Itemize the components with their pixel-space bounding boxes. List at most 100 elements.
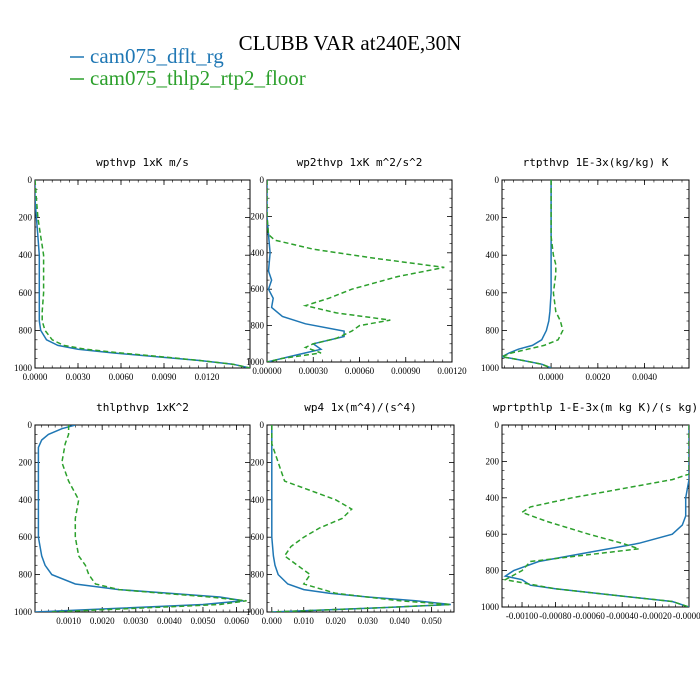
plot-frame [34,179,251,369]
plot-frame [501,179,690,369]
y-tick-label: 600 [486,529,500,539]
y-tick-label: 600 [19,288,33,298]
x-tick-label: 0.020 [326,616,347,626]
x-tick-label: -0.00020 [639,611,672,621]
panel-title: wp2thvp 1xK m^2/s^2 [297,156,423,169]
x-tick-label: 0.0040 [157,616,182,626]
panel-title: rtpthvp 1E-3x(kg/kg) K [523,156,669,169]
y-tick-label: 1000 [14,607,33,617]
plot-frame [501,424,690,608]
x-tick-label: 0.050 [421,616,442,626]
x-tick-label: 0.00000 [252,366,282,376]
series-line-dflt-rg [502,180,552,368]
chart-panel: wprtpthlp 1-E-3x(m kg K)/(s kg) 0 200 400 60… [481,401,700,621]
x-tick-label: 0.0050 [191,616,216,626]
x-tick-label: -0.00040 [606,611,639,621]
legend-label: cam075_dflt_rg [90,44,224,68]
y-tick-label: 400 [486,250,500,260]
x-tick-label: 0.0060 [224,616,249,626]
series-line-thlp2-rtp2-floor [267,180,445,362]
x-tick-label: 0.0030 [66,372,91,382]
y-tick-label: 200 [486,456,500,466]
legend-entry: cam075_dflt_rg [70,44,224,68]
y-tick-label: 1000 [246,357,265,367]
x-tick-label: 0.0030 [123,616,148,626]
series-line-thlp2-rtp2-floor [51,425,247,612]
x-tick-label: -0.00080 [539,611,572,621]
y-tick-label: 0 [260,175,265,185]
x-tick-label: 0.0010 [56,616,81,626]
series-line-thlp2-rtp2-floor [502,180,564,368]
y-tick-label: 400 [19,495,33,505]
x-tick-label: 0.030 [358,616,379,626]
series-line-thlp2-rtp2-floor [503,425,689,607]
y-tick-label: 400 [19,250,33,260]
y-tick-label: 1000 [246,607,265,617]
y-tick-label: 800 [251,321,265,331]
y-tick-label: 600 [19,532,33,542]
x-tick-label: 0.040 [390,616,411,626]
x-tick-label: 0.00090 [391,366,421,376]
x-tick-label: -0.00000 [673,611,700,621]
chart-panel: rtpthvp 1E-3x(kg/kg) K 0 200 400 600 800 1000 0… [481,156,690,382]
y-tick-label: 400 [251,495,265,505]
x-tick-label: 0.010 [294,616,315,626]
y-tick-label: 800 [19,325,33,335]
x-tick-label: 0.000 [262,616,283,626]
y-tick-label: 800 [251,570,265,580]
panel-title: thlpthvp 1xK^2 [96,401,189,414]
y-tick-label: 200 [19,457,33,467]
series-line-dflt-rg [35,180,250,368]
x-tick-label: 0.0020 [90,616,115,626]
plot-frame [34,424,251,613]
plot-frame [266,179,453,363]
x-tick-label: -0.00100 [506,611,539,621]
x-tick-label: 0.0040 [632,372,657,382]
x-tick-label: 0.00120 [437,366,467,376]
y-tick-label: 600 [251,284,265,294]
legend-label: cam075_thlp2_rtp2_floor [90,66,306,90]
x-tick-label: 0.0020 [585,372,610,382]
series-line-dflt-rg [267,180,345,362]
panel-title: wpthvp 1xK m/s [96,156,189,169]
series-line-dflt-rg [503,425,689,607]
y-tick-label: 800 [486,566,500,576]
y-tick-label: 0 [495,175,500,185]
x-tick-label: 0.0060 [109,372,134,382]
series-line-thlp2-rtp2-floor [271,425,451,612]
chart-panel: wp2thvp 1xK m^2/s^2020040060080010000.00… [246,156,467,376]
chart-panel: thlpthvp 1xK^2 0 200 400 600 800 1000 0.0010 0.0… [14,401,251,626]
y-tick-label: 600 [251,532,265,542]
y-tick-label: 800 [486,325,500,335]
series-line-dflt-rg [271,425,451,612]
x-tick-label: 0.0120 [195,372,220,382]
y-tick-label: 0 [495,420,500,430]
x-tick-label: 0.0090 [152,372,177,382]
y-tick-label: 0 [28,175,33,185]
y-tick-label: 0 [28,420,33,430]
figure-title: CLUBB VAR at240E,30N [239,31,462,55]
y-tick-label: 600 [486,288,500,298]
y-tick-label: 800 [19,570,33,580]
series-line-dflt-rg [35,425,244,612]
y-tick-label: 200 [486,213,500,223]
plot-frame [266,424,455,613]
panel-title: wprtpthlp 1-E-3x(m kg K)/(s kg) [493,401,698,414]
y-tick-label: 400 [486,493,500,503]
y-tick-label: 200 [251,211,265,221]
series-line-thlp2-rtp2-floor [35,180,250,368]
y-tick-label: 200 [251,457,265,467]
y-tick-label: 200 [19,213,33,223]
y-tick-label: 1000 [481,602,500,612]
x-tick-label: 0.00060 [345,366,375,376]
panel-title: wp4 1x(m^4)/(s^4) [304,401,417,414]
y-tick-label: 1000 [14,363,33,373]
x-tick-label: 0.0000 [539,372,564,382]
y-tick-label: 1000 [481,363,500,373]
legend-entry: cam075_thlp2_rtp2_floor [70,66,306,90]
